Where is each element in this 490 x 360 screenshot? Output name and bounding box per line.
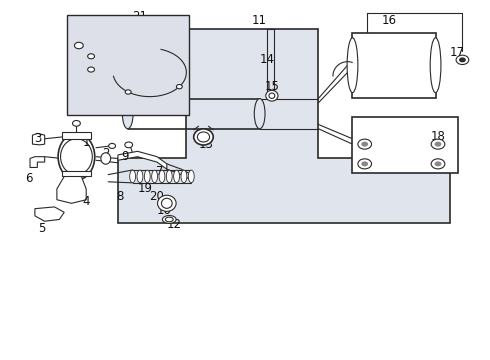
Ellipse shape (269, 93, 275, 98)
Text: 5: 5 (39, 222, 46, 235)
Text: 4: 4 (82, 195, 90, 208)
Text: 14: 14 (260, 53, 274, 66)
Ellipse shape (188, 170, 194, 183)
Ellipse shape (162, 216, 176, 224)
Ellipse shape (130, 170, 136, 183)
Ellipse shape (145, 170, 150, 183)
Circle shape (361, 161, 368, 166)
Text: 15: 15 (265, 80, 279, 93)
Ellipse shape (430, 38, 441, 93)
Ellipse shape (266, 90, 278, 101)
Circle shape (125, 142, 133, 148)
Bar (67, 15, 189, 116)
Bar (352, 117, 458, 173)
Polygon shape (32, 134, 45, 145)
Circle shape (88, 67, 95, 72)
Ellipse shape (166, 170, 172, 183)
Text: 19: 19 (137, 183, 152, 195)
Ellipse shape (161, 198, 172, 208)
Circle shape (73, 121, 80, 126)
Text: 23: 23 (142, 46, 157, 59)
Ellipse shape (165, 217, 173, 222)
Ellipse shape (137, 170, 143, 183)
Circle shape (176, 85, 182, 89)
Ellipse shape (181, 170, 187, 183)
Ellipse shape (173, 170, 179, 183)
Polygon shape (30, 157, 45, 167)
Polygon shape (118, 151, 167, 169)
Text: 20: 20 (149, 190, 165, 203)
Ellipse shape (61, 139, 92, 175)
Text: 13: 13 (198, 138, 213, 150)
Bar (352, 33, 436, 98)
Text: 10: 10 (157, 204, 172, 217)
Text: 12: 12 (167, 218, 182, 231)
Ellipse shape (58, 134, 95, 180)
Polygon shape (35, 207, 64, 221)
Text: 8: 8 (117, 190, 124, 203)
Ellipse shape (152, 170, 158, 183)
Ellipse shape (159, 170, 165, 183)
Ellipse shape (254, 99, 265, 129)
Text: 3: 3 (35, 132, 42, 145)
Ellipse shape (197, 132, 210, 142)
Circle shape (88, 54, 95, 59)
Text: 7: 7 (156, 165, 163, 177)
Text: 9: 9 (122, 150, 129, 163)
Text: 21: 21 (132, 10, 147, 23)
Text: 1: 1 (82, 136, 90, 149)
Ellipse shape (122, 99, 133, 129)
Circle shape (125, 90, 131, 94)
Circle shape (361, 141, 368, 147)
Circle shape (74, 42, 83, 49)
Circle shape (435, 161, 441, 166)
Ellipse shape (158, 195, 176, 211)
Circle shape (431, 139, 445, 149)
Ellipse shape (101, 153, 111, 164)
Bar (62, 171, 91, 176)
Text: 11: 11 (252, 14, 267, 27)
Circle shape (358, 159, 371, 169)
Bar (62, 132, 91, 139)
Text: 17: 17 (450, 46, 465, 59)
Circle shape (456, 55, 469, 64)
Circle shape (459, 57, 466, 62)
Text: 6: 6 (25, 172, 33, 185)
Text: 18: 18 (431, 130, 445, 144)
Circle shape (431, 159, 445, 169)
Text: 2: 2 (102, 147, 109, 159)
Circle shape (358, 139, 371, 149)
Ellipse shape (194, 129, 213, 145)
Text: 22: 22 (89, 39, 103, 52)
Polygon shape (118, 30, 450, 223)
Polygon shape (57, 176, 86, 203)
Circle shape (109, 143, 116, 148)
Circle shape (435, 141, 441, 147)
Ellipse shape (347, 38, 358, 93)
Text: 16: 16 (382, 14, 396, 27)
